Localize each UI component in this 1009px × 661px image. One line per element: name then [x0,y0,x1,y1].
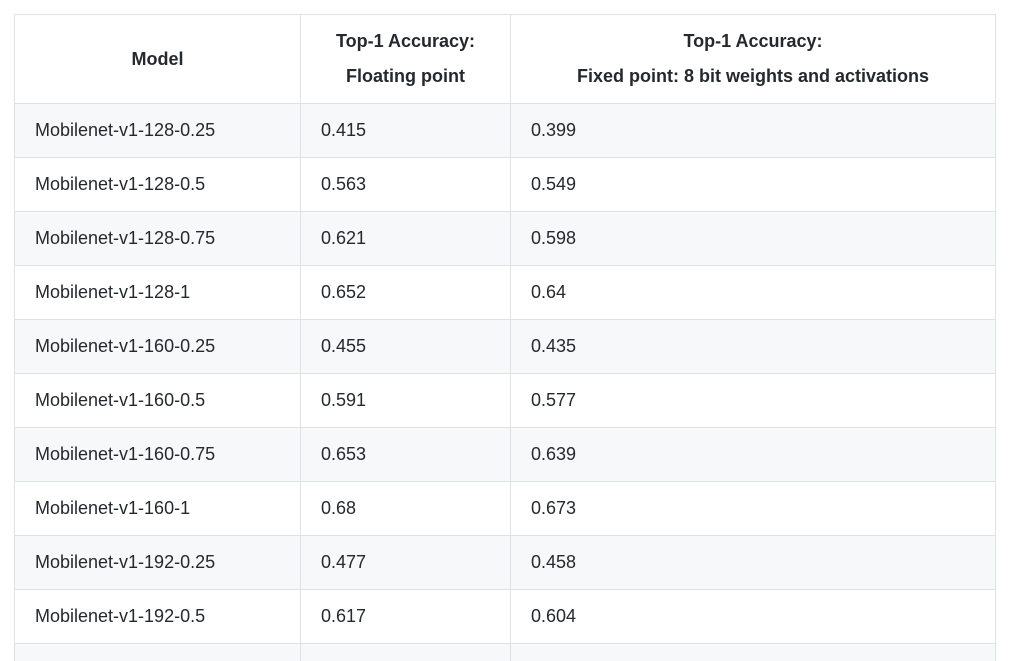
cell-fixed-point: 0.458 [510,535,996,590]
cell-floating-point: 0.415 [300,103,511,158]
cell-fixed-point: 0.399 [510,103,996,158]
cell-floating-point: 0.455 [300,319,511,374]
cell-model: Mobilenet-v1-192-0.5 [14,589,301,644]
table-row: Mobilenet-v1-128-0.5 0.563 0.549 [14,157,996,212]
cell-fixed-point: 0.673 [510,481,996,536]
cell-floating-point: 0.621 [300,211,511,266]
column-header-model-label: Model [131,48,184,69]
table-row: Mobilenet-v1-160-0.25 0.455 0.435 [14,319,996,374]
cell-floating-point: 0.563 [300,157,511,212]
table-body: Mobilenet-v1-128-0.25 0.415 0.399 Mobilenet… [14,103,996,661]
column-header-floating-point-line1: Top-1 Accuracy: [335,31,476,51]
column-header-model: Model [14,14,301,104]
cell-floating-point: 0.68 [300,481,511,536]
cell-model: Mobilenet-v1-128-0.25 [14,103,301,158]
table-header: Model Top-1 Accuracy: Floating point Top… [14,14,996,104]
cell-empty [14,643,301,661]
table-row: Mobilenet-v1-192-0.25 0.477 0.458 [14,535,996,590]
table-row: Mobilenet-v1-128-0.75 0.621 0.598 [14,211,996,266]
cell-model: Mobilenet-v1-128-0.75 [14,211,301,266]
table-row: Mobilenet-v1-160-0.75 0.653 0.639 [14,427,996,482]
cell-fixed-point: 0.549 [510,157,996,212]
table-row: Mobilenet-v1-128-1 0.652 0.64 [14,265,996,320]
cell-fixed-point: 0.639 [510,427,996,482]
model-accuracy-table: Model Top-1 Accuracy: Floating point Top… [14,14,996,661]
cell-floating-point: 0.617 [300,589,511,644]
cell-fixed-point: 0.604 [510,589,996,644]
column-header-floating-point-line2: Floating point [346,66,465,86]
column-header-fixed-point-line1: Top-1 Accuracy: [683,31,823,51]
cell-fixed-point: 0.598 [510,211,996,266]
cell-model: Mobilenet-v1-160-1 [14,481,301,536]
cell-floating-point: 0.652 [300,265,511,320]
table-row-partial [14,643,996,661]
table-row: Mobilenet-v1-160-0.5 0.591 0.577 [14,373,996,428]
cell-fixed-point: 0.435 [510,319,996,374]
cell-model: Mobilenet-v1-128-0.5 [14,157,301,212]
cell-empty [300,643,511,661]
column-header-floating-point: Top-1 Accuracy: Floating point [300,14,511,104]
cell-model: Mobilenet-v1-160-0.25 [14,319,301,374]
cell-fixed-point: 0.64 [510,265,996,320]
table-row: Mobilenet-v1-128-0.25 0.415 0.399 [14,103,996,158]
cell-model: Mobilenet-v1-160-0.75 [14,427,301,482]
table-row: Mobilenet-v1-160-1 0.68 0.673 [14,481,996,536]
cell-floating-point: 0.591 [300,373,511,428]
cell-floating-point: 0.477 [300,535,511,590]
cell-model: Mobilenet-v1-192-0.25 [14,535,301,590]
cell-model: Mobilenet-v1-128-1 [14,265,301,320]
cell-floating-point: 0.653 [300,427,511,482]
table-header-row: Model Top-1 Accuracy: Floating point Top… [14,14,996,104]
column-header-fixed-point: Top-1 Accuracy: Fixed point: 8 bit weigh… [510,14,996,104]
table-row: Mobilenet-v1-192-0.5 0.617 0.604 [14,589,996,644]
cell-empty [510,643,996,661]
column-header-fixed-point-line2: Fixed point: 8 bit weights and activatio… [576,66,930,86]
cell-model: Mobilenet-v1-160-0.5 [14,373,301,428]
cell-fixed-point: 0.577 [510,373,996,428]
